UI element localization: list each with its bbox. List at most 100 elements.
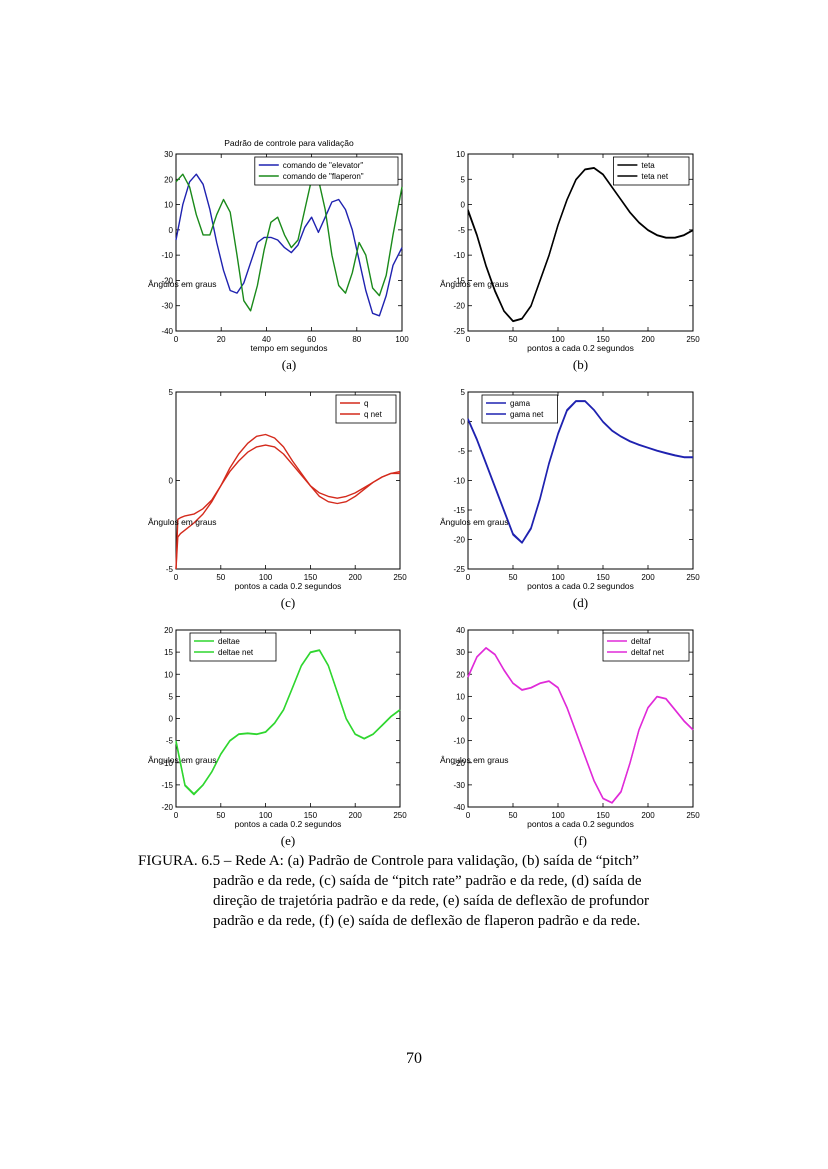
x-tick-label: 100 [259,811,273,820]
legend-entry: gama net [510,410,544,419]
x-axis-label: pontos a cada 0.2 segundos [527,343,634,353]
series-line [175,444,401,570]
chart-e: 0 50 100 150 200 250 -20 -15 -10 -5 0 5 10 15 20 Ângulo… [148,626,407,848]
x-tick-label: 200 [349,573,363,582]
x-axis-label: tempo em segundos [250,343,327,353]
x-tick-label: 100 [395,335,409,344]
x-tick-label: 250 [686,573,700,582]
x-tick-label: 50 [216,573,225,582]
y-tick-label: 40 [456,626,465,635]
panel-label: (f) [574,833,587,848]
x-axis-label: pontos a cada 0.2 segundos [527,819,634,829]
y-tick-label: -15 [161,781,173,790]
x-tick-label: 0 [466,811,471,820]
y-tick-label: 0 [169,477,174,486]
panel-label: (e) [281,833,295,848]
x-tick-label: 100 [551,335,565,344]
caption-line: direção de trajetória padrão e da rede, … [213,893,650,909]
figure-caption: FIGURA. 6.5 – Rede A: (a) Padrão de Cont… [138,851,730,931]
legend-entry: comando de "flaperon" [283,172,364,181]
x-tick-label: 200 [641,573,655,582]
y-tick-label: -10 [453,477,465,486]
x-tick-label: 250 [393,573,407,582]
legend-box [189,632,277,662]
y-axis-label: Ângulos em graus [148,517,217,527]
y-tick-label: -30 [453,781,465,790]
y-tick-label: 0 [169,715,174,724]
x-tick-label: 0 [174,573,179,582]
y-tick-label: 0 [169,226,174,235]
y-tick-label: -25 [453,565,465,574]
y-axis-label: Ângulos em graus [148,755,217,765]
y-tick-label: -30 [161,302,173,311]
x-tick-label: 100 [551,573,565,582]
legend-entry: teta [641,161,655,170]
x-tick-label: 250 [393,811,407,820]
y-tick-label: -20 [453,536,465,545]
y-tick-label: 30 [164,150,173,159]
y-axis-label: Ângulos em graus [148,279,217,289]
y-tick-label: -15 [453,276,465,285]
y-tick-label: 20 [456,670,465,679]
x-axis-label: pontos a cada 0.2 segundos [235,819,342,829]
chart-a: 0 20 40 60 80 100 -40 -30 -20 -10 0 10 20 30 Ângulos e… [148,138,409,372]
x-tick-label: 50 [509,335,518,344]
legend-entry: deltaf net [631,648,665,657]
legend-box [612,156,690,186]
y-tick-label: -5 [166,565,174,574]
y-tick-label: -20 [161,803,173,812]
y-tick-label: 15 [164,648,173,657]
y-tick-label: -20 [161,276,173,285]
series-line [467,400,693,544]
y-tick-label: -40 [453,803,465,812]
legend-box [602,632,690,662]
y-tick-label: -20 [453,759,465,768]
x-tick-label: 200 [349,811,363,820]
x-tick-label: 100 [259,573,273,582]
x-tick-label: 0 [174,335,179,344]
x-tick-label: 200 [641,335,655,344]
x-tick-label: 150 [596,573,610,582]
y-tick-label: 10 [164,201,173,210]
legend-entry: deltaf [631,637,651,646]
y-tick-label: 5 [169,692,174,701]
y-tick-label: -5 [458,226,466,235]
legend-box [335,394,397,424]
page-number: 70 [406,1050,422,1067]
legend-box [254,156,399,186]
x-tick-label: 250 [686,335,700,344]
x-tick-label: 250 [686,811,700,820]
x-tick-label: 0 [466,335,471,344]
legend-entry: teta net [641,172,668,181]
x-tick-label: 80 [352,335,361,344]
y-tick-label: -5 [166,737,174,746]
x-tick-label: 150 [304,811,318,820]
chart-f: 0 50 100 150 200 250 -40 -30 -20 -10 0 10 20 30 40 Ângu… [440,626,700,848]
panel-label: (d) [573,595,588,610]
caption-head: FIGURA. 6.5 – Rede A: (a) Padrão de Cont… [138,853,640,869]
y-tick-label: -5 [458,447,466,456]
panel-label: (b) [573,357,588,372]
y-tick-label: -15 [453,506,465,515]
y-axis-label: Ângulos em graus [440,279,509,289]
series-line [467,167,694,323]
y-tick-label: 0 [461,418,466,427]
series-line [175,173,403,312]
y-tick-label: 20 [164,626,173,635]
x-axis-label: pontos a cada 0.2 segundos [527,581,634,591]
legend-entry: q [364,399,368,408]
y-tick-label: -10 [453,737,465,746]
y-axis-label: Ângulos em graus [440,517,509,527]
caption-line: padrão e da rede, (c) saída de “pitch ra… [213,873,642,889]
series-line [467,647,694,804]
x-tick-label: 0 [174,811,179,820]
y-tick-label: -10 [161,759,173,768]
y-tick-label: -40 [161,327,173,336]
y-tick-label: -25 [453,327,465,336]
chart-title: Padrão de controle para validação [224,138,354,148]
y-tick-label: -20 [453,302,465,311]
x-tick-label: 40 [262,335,271,344]
chart-d: 0 50 100 150 200 250 -25 -20 -15 -10 -5 0 5 Ângulos e… [440,388,700,610]
x-tick-label: 150 [304,573,318,582]
